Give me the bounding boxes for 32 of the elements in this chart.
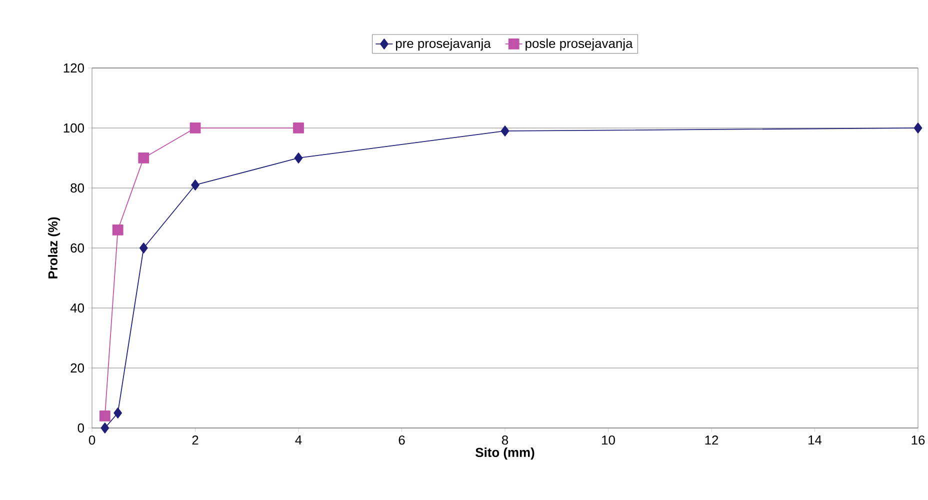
y-tick-label: 0 — [78, 423, 84, 433]
legend-label: pre prosejavanja — [396, 38, 491, 51]
x-tick-label: 2 — [192, 436, 198, 445]
x-tick-label: 16 — [912, 436, 925, 445]
x-tick-label: 0 — [88, 436, 96, 445]
point — [914, 122, 922, 134]
x-axis-title: Sito (mm) — [476, 448, 534, 460]
point — [112, 224, 124, 236]
y-tick-label: 60 — [70, 243, 84, 253]
x-tick-label: 6 — [398, 436, 405, 445]
point — [190, 122, 201, 134]
y-tick-label: 100 — [64, 123, 84, 133]
point — [294, 152, 303, 164]
point — [138, 152, 150, 164]
point — [293, 122, 304, 134]
point — [191, 180, 200, 190]
x-tick-label: 14 — [808, 436, 822, 444]
point — [500, 126, 510, 136]
legend-label: posle prosejavanja — [526, 38, 633, 51]
point — [100, 422, 110, 434]
point — [114, 408, 122, 418]
x-tick-label: 12 — [705, 436, 718, 445]
y-tick-label: 120 — [64, 63, 84, 73]
y-axis-title: Prolaz (%) — [48, 217, 60, 278]
x-tick-label: 8 — [502, 436, 508, 445]
point — [139, 242, 148, 254]
point — [99, 410, 110, 422]
y-tick-label: 40 — [70, 303, 84, 313]
x-tick-label: 10 — [602, 436, 615, 445]
y-tick-label: 80 — [70, 183, 84, 193]
y-tick-label: 20 — [70, 363, 84, 373]
x-tick-label: 4 — [295, 436, 302, 444]
